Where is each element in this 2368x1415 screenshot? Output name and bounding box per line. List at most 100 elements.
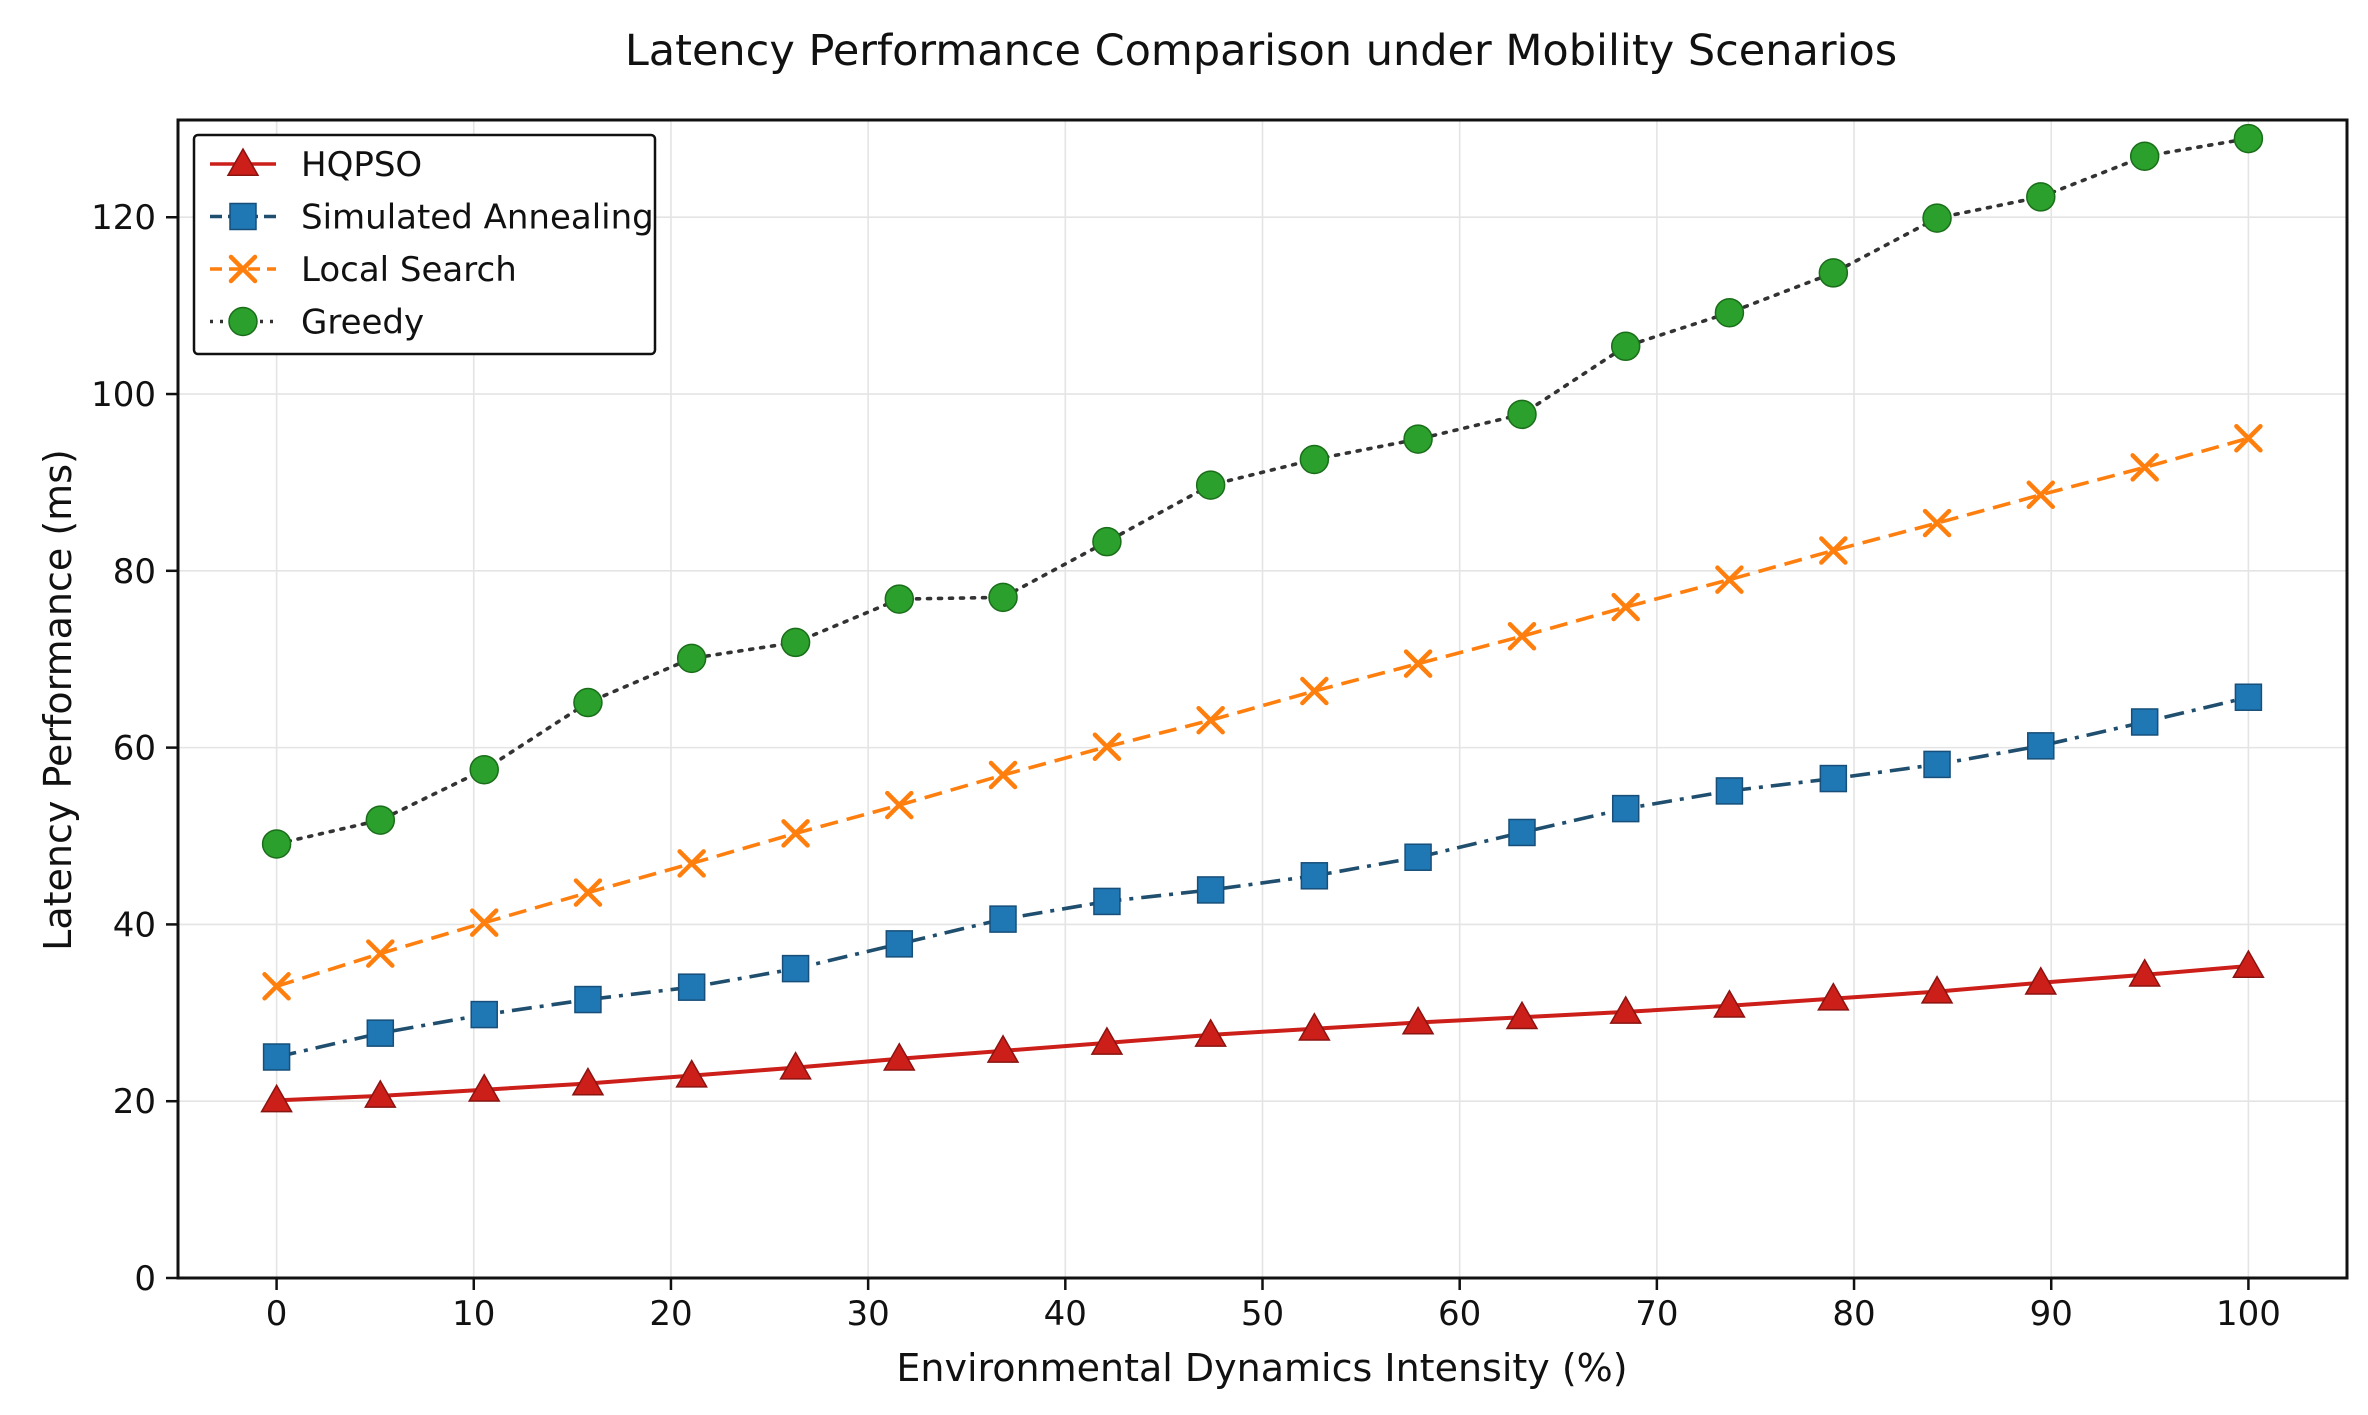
y-tick-label: 60 xyxy=(113,729,156,769)
series-line-local-search xyxy=(276,436,2249,989)
data-point-greedy xyxy=(1092,526,1122,557)
data-point-local-search xyxy=(2026,480,2056,510)
series-line-hqpso xyxy=(276,963,2249,1103)
y-tick-label: 100 xyxy=(91,375,156,415)
series-lines xyxy=(274,136,2251,1103)
x-tick-label: 40 xyxy=(1044,1294,1087,1334)
data-point-local-search xyxy=(1611,592,1640,622)
data-point-local-search xyxy=(2130,453,2159,482)
data-point-hqpso xyxy=(675,1059,708,1088)
legend-label-simulated-annealing: Simulated Annealing xyxy=(301,198,654,238)
data-point-simulated-annealing xyxy=(1196,876,1225,904)
data-point-simulated-annealing xyxy=(1093,887,1121,916)
data-point-local-search xyxy=(1403,649,1433,678)
data-point-simulated-annealing xyxy=(1923,750,1951,779)
series-markers xyxy=(260,123,2265,1113)
data-point-greedy xyxy=(2233,123,2264,154)
y-tick-label: 0 xyxy=(134,1259,156,1299)
y-axis-label: Latency Performance (ms) xyxy=(36,449,80,951)
axes: 0 10 20 30 40 50 60 70 80 90 100 0 20 40 60 80 100 120 xyxy=(91,198,2281,1334)
data-point-greedy xyxy=(1818,258,1849,288)
data-point-simulated-annealing xyxy=(574,985,602,1014)
data-point-hqpso xyxy=(1817,982,1850,1011)
data-point-hqpso xyxy=(1920,975,1954,1004)
data-point-local-search xyxy=(1300,676,1329,706)
y-tick-label: 120 xyxy=(91,198,156,238)
x-tick-label: 80 xyxy=(1832,1294,1875,1334)
legend-label-hqpso: HQPSO xyxy=(301,145,422,185)
data-point-hqpso xyxy=(364,1079,397,1108)
x-axis-label: Environmental Dynamics Intensity (%) xyxy=(896,1346,1627,1390)
data-point-greedy xyxy=(1507,399,1537,430)
data-point-hqpso xyxy=(2232,949,2265,978)
x-tick-label: 0 xyxy=(266,1294,288,1334)
data-point-simulated-annealing xyxy=(1300,862,1329,890)
x-tick-label: 60 xyxy=(1438,1294,1481,1334)
x-tick-label: 50 xyxy=(1241,1294,1284,1334)
data-point-simulated-annealing xyxy=(1611,794,1640,823)
data-point-hqpso xyxy=(1401,1006,1435,1035)
y-tick-label: 80 xyxy=(113,552,156,592)
data-point-simulated-annealing xyxy=(677,973,706,1001)
data-point-greedy xyxy=(1922,203,1952,233)
data-point-hqpso xyxy=(1090,1026,1124,1055)
data-point-local-search xyxy=(2234,423,2263,453)
x-tick-label: 100 xyxy=(2216,1294,2281,1334)
data-point-simulated-annealing xyxy=(366,1019,395,1047)
data-point-simulated-annealing xyxy=(2234,683,2263,711)
series-line-simulated-annealing xyxy=(276,695,2249,1059)
data-point-greedy xyxy=(988,582,1018,613)
data-point-simulated-annealing xyxy=(262,1043,291,1071)
data-point-greedy xyxy=(1610,331,1641,362)
data-point-hqpso xyxy=(1505,1000,1539,1030)
data-point-greedy xyxy=(780,627,811,658)
legend-label-local-search: Local Search xyxy=(301,250,517,290)
data-point-greedy xyxy=(884,584,915,614)
data-point-local-search xyxy=(469,908,499,937)
data-point-local-search xyxy=(1196,705,1225,735)
data-point-hqpso xyxy=(882,1042,916,1071)
data-point-local-search xyxy=(262,972,291,1001)
data-point-local-search xyxy=(1819,536,1848,565)
data-point-simulated-annealing xyxy=(1819,764,1848,793)
data-point-hqpso xyxy=(1298,1012,1331,1041)
data-point-simulated-annealing xyxy=(2027,732,2055,760)
data-point-greedy xyxy=(2026,182,2056,212)
data-point-simulated-annealing xyxy=(470,1000,498,1029)
data-point-simulated-annealing xyxy=(781,954,810,983)
data-point-greedy xyxy=(573,687,603,718)
data-point-hqpso xyxy=(1609,995,1643,1024)
data-point-local-search xyxy=(1092,732,1122,761)
legend-marker-greedy xyxy=(228,306,258,337)
data-point-local-search xyxy=(885,790,914,820)
data-point-hqpso xyxy=(1194,1018,1227,1047)
data-point-greedy xyxy=(1195,470,1226,500)
legend-box xyxy=(192,133,657,356)
data-point-hqpso xyxy=(986,1034,1020,1063)
x-tick-label: 70 xyxy=(1635,1294,1678,1334)
data-point-greedy xyxy=(2129,141,2160,171)
data-point-local-search xyxy=(781,819,810,848)
data-point-local-search xyxy=(677,849,706,878)
data-point-simulated-annealing xyxy=(2130,708,2159,736)
legend-marker-simulated-annealing xyxy=(229,202,257,231)
x-tick-label: 30 xyxy=(847,1294,890,1334)
data-point-greedy xyxy=(1299,444,1330,475)
y-tick-label: 40 xyxy=(113,905,156,945)
legend-marker-local-search xyxy=(228,254,258,284)
data-point-hqpso xyxy=(467,1073,501,1102)
data-point-hqpso xyxy=(571,1067,605,1096)
data-point-hqpso xyxy=(260,1083,293,1113)
data-point-local-search xyxy=(1922,508,1952,538)
legend-label-greedy: Greedy xyxy=(301,303,424,343)
data-point-hqpso xyxy=(1713,989,1746,1018)
series-line-greedy xyxy=(274,136,2251,846)
x-tick-label: 10 xyxy=(452,1294,495,1334)
data-point-greedy xyxy=(1714,297,1745,328)
data-point-simulated-annealing xyxy=(1715,777,1744,805)
legend: HQPSO Simulated Annealing Local Search Gree… xyxy=(192,133,657,356)
data-point-greedy xyxy=(469,754,499,785)
x-tick-label: 90 xyxy=(2030,1294,2073,1334)
